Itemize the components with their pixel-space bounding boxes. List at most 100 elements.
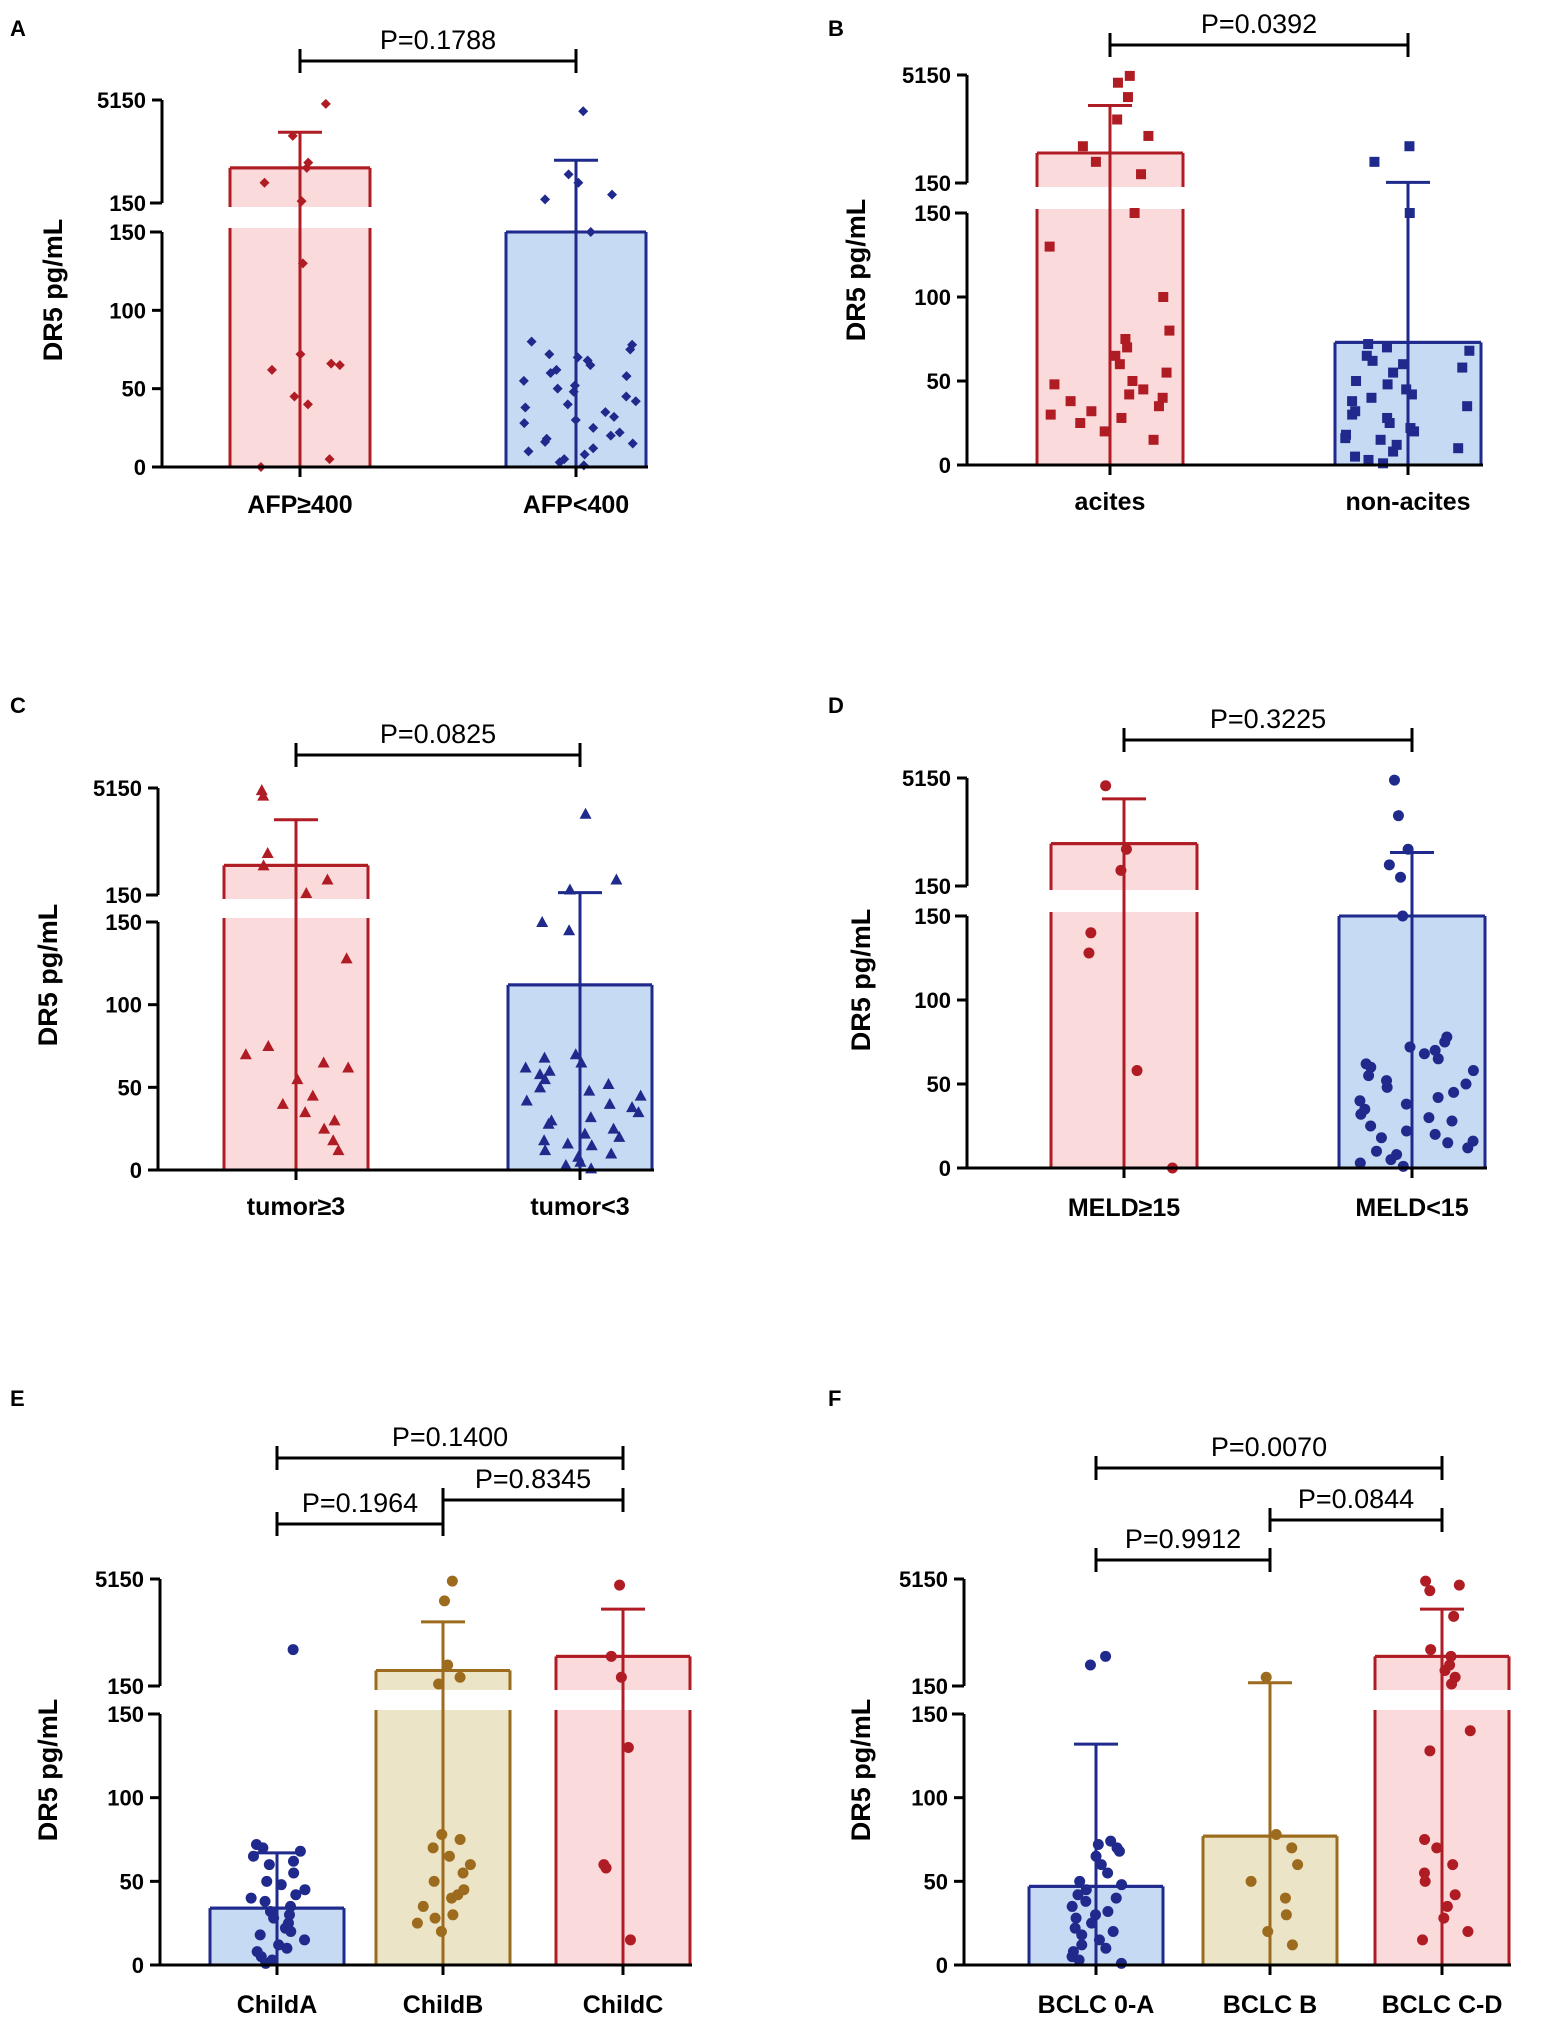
data-point	[563, 169, 574, 180]
data-point	[1262, 1926, 1274, 1938]
data-point	[1418, 1048, 1430, 1060]
data-point	[1392, 810, 1404, 822]
data-point	[572, 1150, 585, 1162]
data-point	[621, 391, 632, 402]
data-point	[1360, 1058, 1372, 1070]
x-tick-label: acites	[1075, 488, 1146, 516]
data-point	[627, 438, 638, 449]
data-point	[602, 1078, 615, 1090]
data-point	[300, 887, 313, 899]
panel-label: F	[828, 1386, 841, 1411]
data-point	[446, 1575, 458, 1587]
data-point	[605, 1147, 618, 1159]
data-point	[539, 1144, 552, 1156]
data-point	[435, 1926, 447, 1938]
data-point	[603, 1097, 616, 1109]
data-point	[257, 789, 270, 801]
data-point	[245, 1892, 257, 1904]
data-point	[1354, 1157, 1366, 1169]
data-point	[436, 1828, 448, 1840]
data-point	[1085, 927, 1097, 939]
y-tick-label: 50	[118, 1075, 142, 1100]
panel-label: C	[10, 693, 26, 718]
data-point	[340, 952, 353, 964]
axis-break-gap	[953, 187, 1487, 209]
data-point	[1429, 1128, 1441, 1140]
data-point	[1438, 1912, 1450, 1924]
data-point	[1405, 423, 1416, 434]
data-point	[254, 1929, 266, 1941]
data-point	[570, 415, 581, 425]
y-axis-title: DR5 pg/mL	[33, 1699, 63, 1842]
data-point	[1083, 947, 1095, 959]
data-point	[1279, 1892, 1291, 1904]
data-point	[447, 1909, 459, 1921]
data-point	[317, 1056, 330, 1068]
data-point	[1359, 1103, 1371, 1115]
p-value-label: P=0.0825	[380, 719, 496, 749]
data-point	[266, 364, 277, 375]
data-point	[289, 391, 300, 402]
data-point	[1129, 208, 1140, 218]
data-point	[259, 1895, 271, 1907]
data-point	[615, 1671, 627, 1683]
data-point	[1431, 1842, 1443, 1854]
x-tick-label: AFP<400	[523, 491, 629, 519]
y-tick-label: 50	[924, 1869, 948, 1894]
data-point	[632, 1106, 645, 1118]
significance-bracket: P=0.1400	[275, 1422, 625, 1470]
data-point	[552, 383, 563, 394]
data-point	[519, 418, 530, 429]
y-tick-label: 100	[914, 988, 951, 1013]
data-point	[585, 1139, 598, 1151]
data-point	[1116, 1879, 1128, 1891]
data-point	[1065, 396, 1076, 407]
data-point	[1100, 1942, 1112, 1954]
data-point	[1110, 1892, 1122, 1904]
data-point	[1446, 1115, 1458, 1127]
data-point	[1453, 1579, 1465, 1591]
data-point	[295, 349, 306, 360]
data-point	[1400, 1098, 1412, 1110]
data-point	[585, 227, 596, 237]
significance-bracket: P=0.8345	[441, 1464, 625, 1512]
y-tick-label: 100	[914, 285, 951, 310]
y-tick-label: 150	[911, 1674, 948, 1699]
data-point	[438, 1595, 450, 1607]
data-point	[1448, 1086, 1460, 1098]
data-point	[1110, 350, 1121, 361]
data-point	[545, 1114, 558, 1126]
data-point	[1124, 389, 1135, 400]
data-point	[285, 1900, 297, 1912]
data-point	[572, 352, 583, 363]
data-point	[1124, 70, 1135, 81]
data-point	[1424, 1745, 1436, 1757]
data-point	[294, 1845, 306, 1857]
data-point	[299, 1106, 312, 1118]
data-point	[551, 364, 562, 375]
data-point	[1391, 1149, 1403, 1161]
data-point	[1161, 367, 1172, 378]
data-point	[1375, 434, 1386, 445]
y-tick-label: 150	[914, 904, 951, 929]
p-value-label: P=0.1400	[392, 1422, 508, 1452]
data-point	[302, 399, 313, 410]
data-point	[610, 873, 623, 885]
data-point	[1280, 1909, 1292, 1921]
data-point	[1127, 376, 1138, 386]
significance-bracket: P=0.1788	[298, 25, 578, 73]
data-point	[563, 924, 576, 936]
data-point	[600, 407, 611, 418]
data-point	[1401, 1125, 1413, 1137]
data-point	[1066, 1900, 1078, 1912]
data-point	[1418, 1867, 1430, 1879]
data-point	[1158, 292, 1169, 302]
y-tick-label: 100	[107, 1786, 144, 1811]
panel-a: A DR5 pg/mL 0 50 100 150 150 5150 AFP≥400 AFP<400…	[10, 16, 652, 519]
data-point	[1406, 389, 1417, 400]
data-point	[1402, 843, 1414, 855]
data-point	[1350, 451, 1361, 462]
data-point	[561, 1137, 574, 1149]
x-tick-label: tumor≥3	[247, 1193, 345, 1221]
